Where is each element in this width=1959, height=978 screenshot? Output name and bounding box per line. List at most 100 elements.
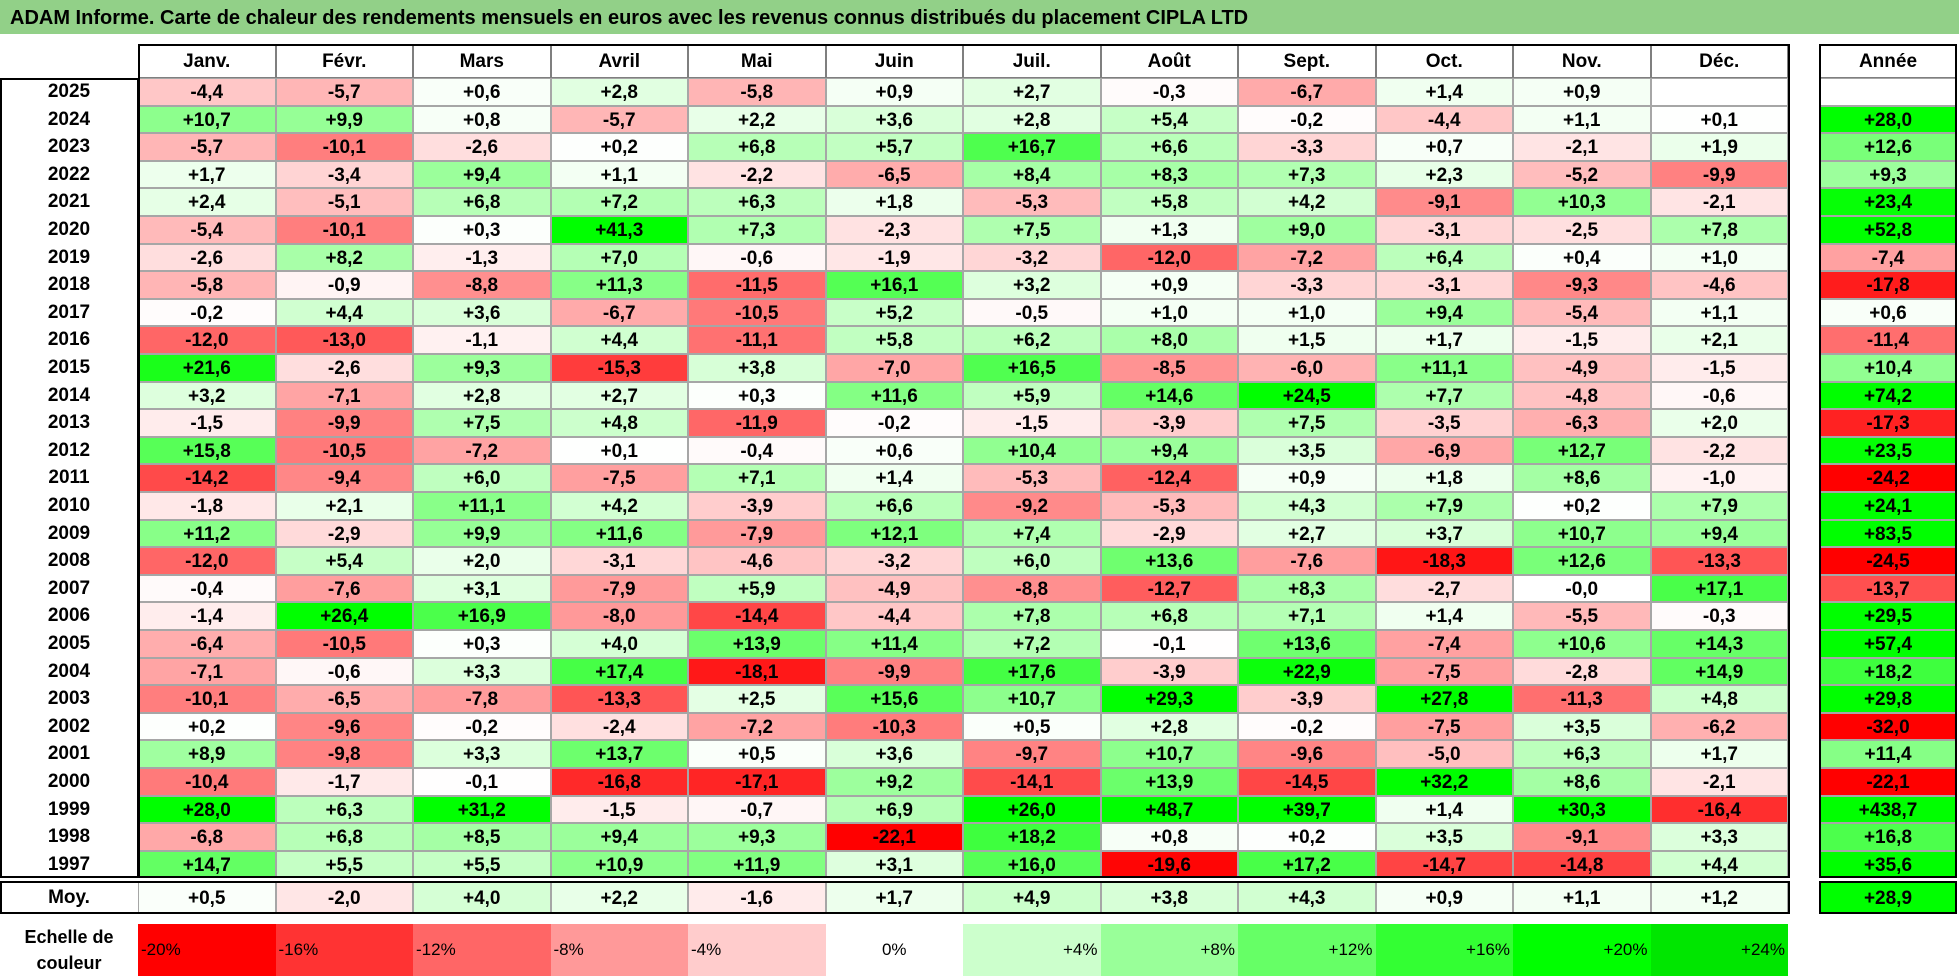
month-header: Janv.	[138, 44, 276, 78]
heatmap-cell: +7,8	[963, 602, 1101, 630]
heatmap-cell: -10,1	[275, 133, 413, 161]
average-cell: +1,1	[1513, 882, 1651, 914]
heatmap-cell: +3,5	[1375, 823, 1513, 851]
month-header: Avril	[550, 44, 688, 78]
heatmap-cell: +0,3	[688, 381, 826, 410]
heatmap-cell: +2,8	[413, 381, 551, 410]
legend-step: 0%	[825, 924, 963, 976]
heatmap-cell: +31,2	[413, 795, 551, 824]
heatmap-cell: +6,8	[688, 133, 826, 161]
heatmap-cell: -9,7	[963, 740, 1101, 768]
heatmap-cell: -5,8	[688, 78, 826, 106]
heatmap-cell: +3,8	[688, 354, 826, 382]
year-label: 2005	[47, 633, 91, 654]
heatmap-cell: +3,2	[963, 271, 1101, 299]
heatmap-cell: -18,1	[688, 657, 826, 686]
heatmap-cell: +3,3	[413, 657, 551, 686]
heatmap-cell: +1,1	[550, 160, 688, 189]
month-header: Févr.	[275, 44, 413, 78]
heatmap-cell: +9,3	[688, 823, 826, 851]
heatmap-cell: +41,3	[550, 216, 688, 244]
heatmap-cell: +14,3	[1650, 630, 1788, 658]
heatmap-cell: -2,2	[688, 160, 826, 189]
heatmap-cell: +6,8	[1100, 602, 1238, 630]
month-header: Mai	[688, 44, 826, 78]
heatmap-cell: -4,4	[1375, 105, 1513, 134]
heatmap-cell: -3,1	[1375, 216, 1513, 244]
heatmap-cell: -9,9	[825, 657, 963, 686]
annual-cell: +28,0	[1819, 105, 1957, 134]
heatmap-cell: -11,9	[688, 409, 826, 437]
heatmap-cell: -2,6	[413, 133, 551, 161]
heatmap-cell: +5,8	[1100, 188, 1238, 216]
heatmap-cell: +17,2	[1238, 850, 1376, 879]
heatmap-cell: +4,2	[1238, 188, 1376, 216]
heatmap-cell: -3,3	[1238, 133, 1376, 161]
year-label: 2018	[47, 274, 91, 296]
legend-step: -16%	[275, 924, 413, 976]
heatmap-cell: -9,6	[1238, 740, 1376, 768]
average-cell: +4,0	[413, 882, 551, 914]
annual-cell: +16,8	[1819, 823, 1957, 851]
legend-step: +24%	[1650, 924, 1788, 976]
heatmap-cell: +0,3	[413, 630, 551, 658]
heatmap-cell: +1,1	[1513, 105, 1651, 134]
heatmap-cell: +8,9	[138, 740, 276, 768]
heatmap-cell: +0,2	[550, 133, 688, 161]
heatmap-cell: -6,5	[825, 160, 963, 189]
heatmap-cell: +1,4	[825, 464, 963, 492]
heatmap-cell: -0,1	[413, 768, 551, 796]
heatmap-cell: -10,5	[275, 630, 413, 658]
heatmap-cell: -2,9	[1100, 519, 1238, 548]
heatmap-cell: -14,7	[1375, 850, 1513, 879]
heatmap-cell: -5,3	[1100, 492, 1238, 520]
month-header: Août	[1100, 44, 1238, 78]
heatmap-cell: +6,3	[688, 188, 826, 216]
heatmap-cell: -6,4	[138, 630, 276, 658]
annual-cell: +52,8	[1819, 216, 1957, 244]
heatmap-cell: -7,6	[275, 574, 413, 603]
year-label: 2007	[47, 577, 91, 599]
heatmap-cell: -6,5	[275, 685, 413, 713]
heatmap-cell: +7,8	[1650, 216, 1788, 244]
heatmap-cell: -1,5	[963, 409, 1101, 437]
heatmap-cell: +26,4	[275, 602, 413, 630]
heatmap-cell: -12,0	[1100, 243, 1238, 272]
heatmap-cell: +0,3	[413, 216, 551, 244]
annual-cell: -24,2	[1819, 464, 1957, 492]
heatmap-cell: +5,9	[963, 381, 1101, 410]
year-label: 2011	[48, 467, 90, 489]
heatmap-cell: +8,4	[963, 160, 1101, 189]
heatmap-cell: -5,1	[275, 188, 413, 216]
annual-cell: +29,8	[1819, 685, 1957, 713]
heatmap-cell	[1650, 78, 1788, 106]
average-cell: -1,6	[688, 882, 826, 914]
heatmap-cell: -7,5	[1375, 712, 1513, 741]
heatmap-cell: +3,6	[413, 298, 551, 327]
heatmap-cell: +6,8	[275, 823, 413, 851]
annual-cell: +9,3	[1819, 160, 1957, 189]
heatmap-cell: +6,9	[825, 795, 963, 824]
heatmap-cell: -4,4	[138, 78, 276, 106]
heatmap-cell: -0,1	[1100, 630, 1238, 658]
year-label: 1997	[47, 853, 91, 875]
heatmap-cell: +2,4	[138, 188, 276, 216]
heatmap-cell: +7,2	[550, 188, 688, 216]
average-cell: +2,2	[550, 882, 688, 914]
chart-title: ADAM Informe. Carte de chaleur des rende…	[0, 0, 1959, 34]
heatmap-cell: +6,0	[963, 547, 1101, 575]
heatmap-cell: -0,3	[1650, 602, 1788, 630]
annual-cell: +57,4	[1819, 630, 1957, 658]
heatmap-cell: -10,5	[688, 298, 826, 327]
month-header: Nov.	[1513, 44, 1651, 78]
heatmap-cell: -10,5	[275, 436, 413, 465]
legend-step: +8%	[1100, 924, 1238, 976]
heatmap-cell: +0,9	[1100, 271, 1238, 299]
heatmap-cell: -14,1	[963, 768, 1101, 796]
heatmap-cell: -0,2	[1238, 712, 1376, 741]
annual-cell: +18,2	[1819, 657, 1957, 686]
heatmap-cell: -14,4	[688, 602, 826, 630]
heatmap-cell: +7,5	[413, 409, 551, 437]
heatmap-cell: +9,2	[825, 768, 963, 796]
heatmap-cell: -3,1	[1375, 271, 1513, 299]
